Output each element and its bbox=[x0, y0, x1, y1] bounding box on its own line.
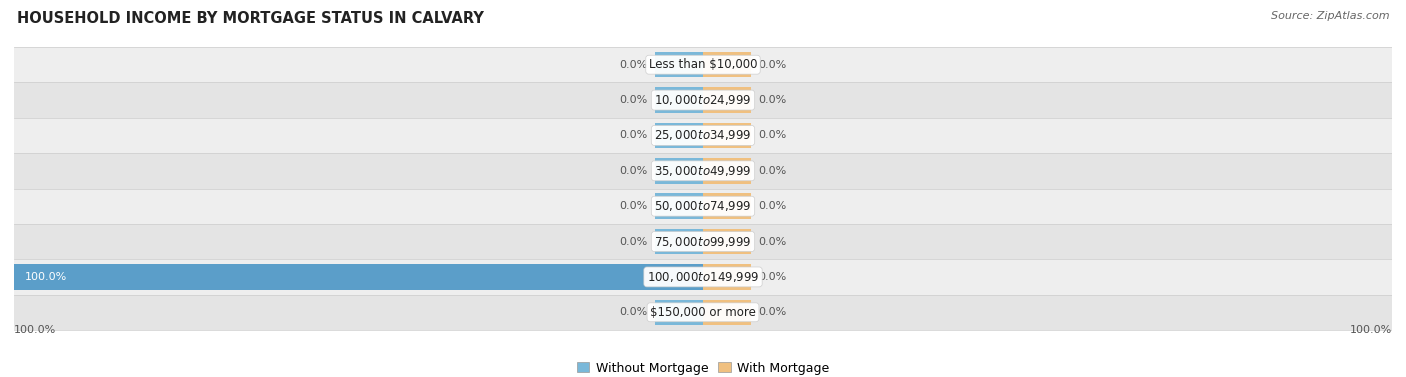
Text: $35,000 to $49,999: $35,000 to $49,999 bbox=[654, 164, 752, 178]
Bar bbox=[655, 193, 703, 219]
Text: Source: ZipAtlas.com: Source: ZipAtlas.com bbox=[1271, 11, 1389, 21]
Text: 0.0%: 0.0% bbox=[620, 201, 648, 211]
Text: $150,000 or more: $150,000 or more bbox=[650, 306, 756, 319]
Bar bbox=[703, 229, 751, 254]
Text: 0.0%: 0.0% bbox=[620, 60, 648, 70]
Bar bbox=[703, 87, 751, 113]
Bar bbox=[14, 259, 1392, 294]
Text: 100.0%: 100.0% bbox=[1350, 325, 1392, 335]
Text: $75,000 to $99,999: $75,000 to $99,999 bbox=[654, 234, 752, 248]
Bar bbox=[14, 47, 1392, 83]
Bar bbox=[14, 153, 1392, 188]
Bar bbox=[703, 158, 751, 184]
Text: 0.0%: 0.0% bbox=[758, 166, 786, 176]
Text: 0.0%: 0.0% bbox=[758, 60, 786, 70]
Text: HOUSEHOLD INCOME BY MORTGAGE STATUS IN CALVARY: HOUSEHOLD INCOME BY MORTGAGE STATUS IN C… bbox=[17, 11, 484, 26]
Text: 0.0%: 0.0% bbox=[620, 307, 648, 317]
Bar bbox=[14, 188, 1392, 224]
Text: $25,000 to $34,999: $25,000 to $34,999 bbox=[654, 129, 752, 143]
Text: 0.0%: 0.0% bbox=[620, 95, 648, 105]
Text: 0.0%: 0.0% bbox=[620, 130, 648, 141]
Legend: Without Mortgage, With Mortgage: Without Mortgage, With Mortgage bbox=[574, 359, 832, 377]
Bar bbox=[14, 83, 1392, 118]
Bar bbox=[14, 294, 1392, 330]
Text: 100.0%: 100.0% bbox=[14, 325, 56, 335]
Bar bbox=[655, 158, 703, 184]
Text: 0.0%: 0.0% bbox=[620, 166, 648, 176]
Text: 0.0%: 0.0% bbox=[758, 272, 786, 282]
Text: $10,000 to $24,999: $10,000 to $24,999 bbox=[654, 93, 752, 107]
Bar bbox=[655, 123, 703, 148]
Bar bbox=[703, 193, 751, 219]
Bar bbox=[14, 224, 1392, 259]
Bar bbox=[703, 123, 751, 148]
Bar bbox=[14, 118, 1392, 153]
Text: 100.0%: 100.0% bbox=[24, 272, 66, 282]
Text: $100,000 to $149,999: $100,000 to $149,999 bbox=[647, 270, 759, 284]
Text: $50,000 to $74,999: $50,000 to $74,999 bbox=[654, 199, 752, 213]
Bar bbox=[655, 300, 703, 325]
Text: 0.0%: 0.0% bbox=[758, 201, 786, 211]
Text: 0.0%: 0.0% bbox=[620, 236, 648, 247]
Text: 0.0%: 0.0% bbox=[758, 95, 786, 105]
Bar bbox=[655, 87, 703, 113]
Text: 0.0%: 0.0% bbox=[758, 130, 786, 141]
Text: 0.0%: 0.0% bbox=[758, 236, 786, 247]
Bar bbox=[703, 52, 751, 77]
Text: Less than $10,000: Less than $10,000 bbox=[648, 58, 758, 71]
Bar bbox=[14, 264, 703, 290]
Text: 0.0%: 0.0% bbox=[758, 307, 786, 317]
Bar bbox=[703, 264, 751, 290]
Bar bbox=[655, 229, 703, 254]
Bar bbox=[655, 52, 703, 77]
Bar bbox=[703, 300, 751, 325]
